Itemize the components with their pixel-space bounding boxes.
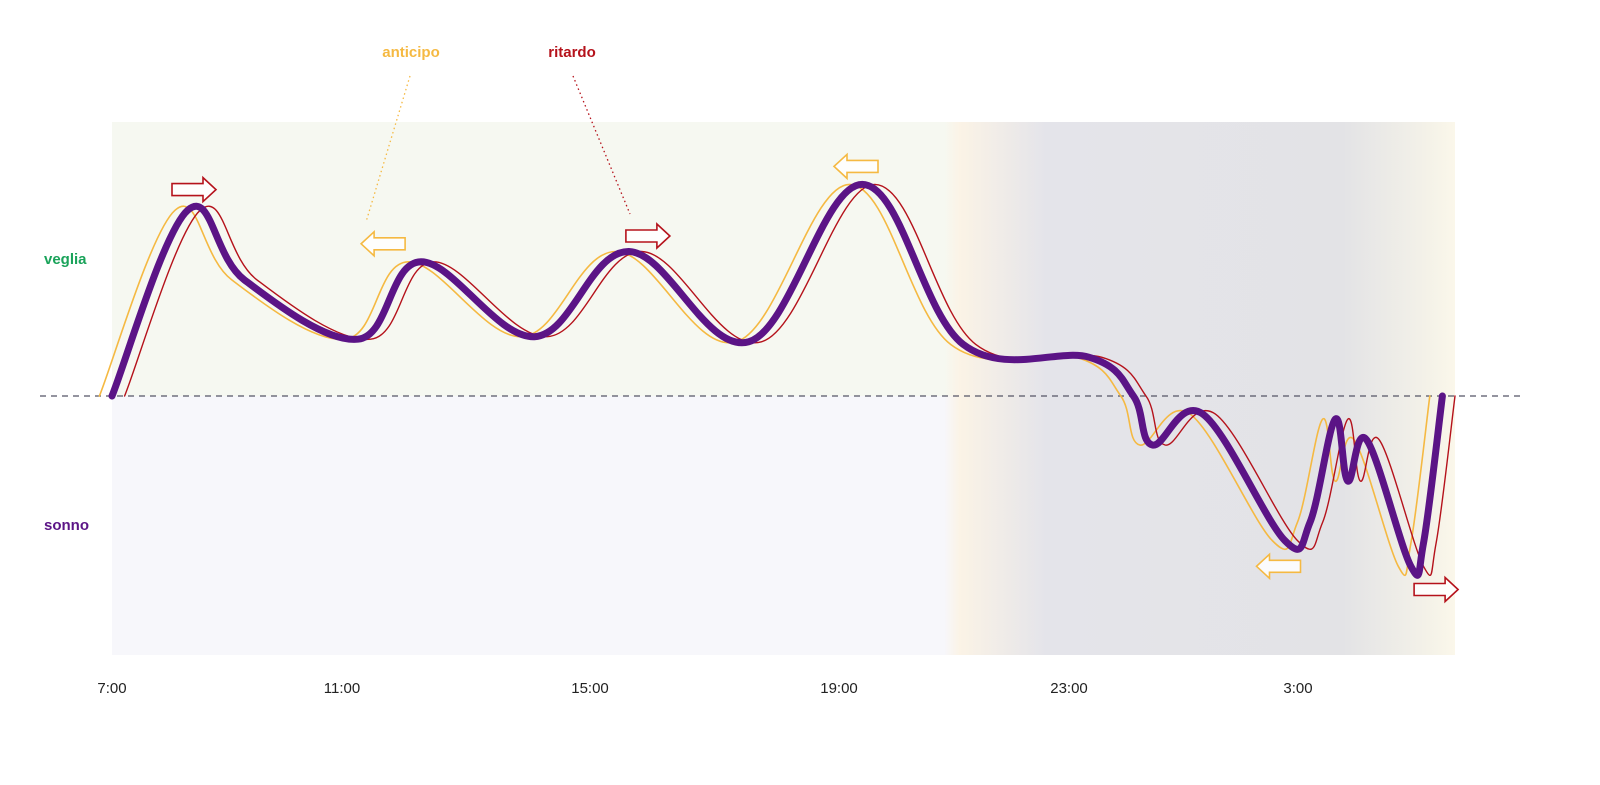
x-tick-label: 19:00 [820,680,858,697]
left-arrow-icon [832,152,879,181]
left-arrow-icon [1255,552,1302,581]
series-line-main [108,180,1446,579]
right-arrow-icon [625,222,672,250]
legend-label-anticipo: anticipo [382,44,440,61]
x-tick-label: 3:00 [1283,680,1313,697]
x-tick-label: 23:00 [1050,680,1088,697]
y-category-veglia: veglia [44,251,87,268]
legend-leader-anticipo [365,75,411,223]
x-tick-label: 11:00 [323,680,361,697]
x-tick-label: 7:00 [97,680,127,697]
left-arrow-icon [359,229,406,258]
legend-label-ritardo: ritardo [548,44,596,61]
right-arrow-icon [1413,575,1460,604]
night-background [944,122,1455,655]
y-category-sonno: sonno [44,517,89,534]
right-arrow-icon [171,175,218,204]
x-tick-label: 15:00 [571,680,609,697]
